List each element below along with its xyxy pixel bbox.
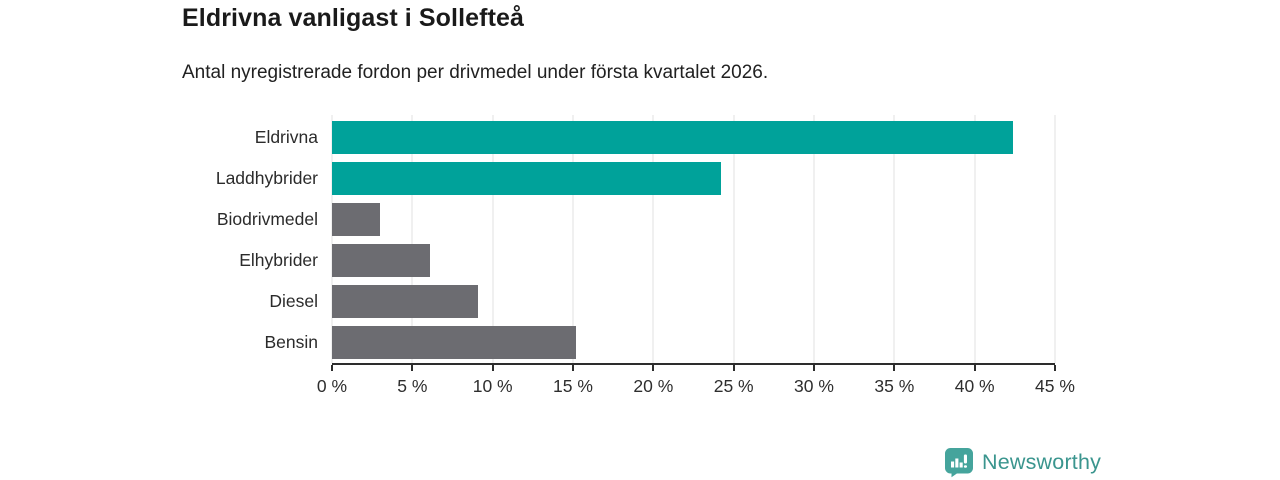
x-tick-label-40: 40 % xyxy=(954,376,995,396)
bar-elhybrider xyxy=(332,244,430,277)
newsworthy-brand-name: Newsworthy xyxy=(982,450,1102,474)
plot-area xyxy=(331,115,1056,363)
x-tick-40 xyxy=(973,365,976,371)
y-label-bensin: Bensin xyxy=(264,332,318,352)
x-tick-5 xyxy=(411,365,414,371)
chart-subtitle: Antal nyregistrerade fordon per drivmede… xyxy=(182,62,769,83)
y-label-laddhybrider: Laddhybrider xyxy=(215,168,318,188)
gridline-30 xyxy=(813,115,815,363)
bar-diesel xyxy=(332,285,479,318)
newsworthy-brand-link[interactable]: Newsworthy xyxy=(944,447,1101,478)
x-tick-35 xyxy=(893,365,896,371)
x-tick-30 xyxy=(813,365,815,371)
x-tick-label-25: 25 % xyxy=(713,376,754,396)
x-tick-label-15: 15 % xyxy=(553,376,593,396)
y-label-biodrivmedel: Biodrivmedel xyxy=(216,209,318,229)
gridline-45 xyxy=(1054,115,1056,363)
gridline-0 xyxy=(331,115,333,363)
x-tick-label-10: 10 % xyxy=(472,376,513,396)
gridline-40 xyxy=(974,115,976,363)
gridline-35 xyxy=(893,115,895,363)
x-tick-20 xyxy=(652,365,655,371)
x-tick-label-0: 0 % xyxy=(316,376,348,396)
x-tick-label-30: 30 % xyxy=(794,376,834,396)
bar-laddhybrider xyxy=(332,162,721,195)
x-tick-15 xyxy=(572,365,574,371)
chart-title: Eldrivna vanligast i Sollefteå xyxy=(182,4,525,32)
x-tick-10 xyxy=(491,365,494,371)
y-label-diesel: Diesel xyxy=(269,291,318,311)
x-tick-25 xyxy=(732,365,735,371)
gridline-25 xyxy=(733,115,735,363)
x-tick-0 xyxy=(331,365,333,371)
y-label-eldrivna: Eldrivna xyxy=(254,127,318,147)
bar-bensin xyxy=(332,326,577,359)
x-tick-label-45: 45 % xyxy=(1035,376,1075,396)
x-axis: 0 % 5 % 10 % 15 % 20 % 25 % 30 % 35 % 40 % 45 % xyxy=(317,363,1075,405)
x-tick-label-35: 35 % xyxy=(874,376,915,396)
x-tick-45 xyxy=(1054,365,1056,371)
gridline-10 xyxy=(492,115,494,363)
x-tick-label-5: 5 % xyxy=(397,376,428,396)
newsworthy-logo-icon xyxy=(944,447,974,478)
x-tick-label-20: 20 % xyxy=(633,376,674,396)
gridline-5 xyxy=(411,115,413,363)
logo-bubble-tail xyxy=(951,472,959,478)
y-label-elhybrider: Elhybrider xyxy=(239,250,318,270)
gridline-15 xyxy=(572,115,574,363)
bar-biodrivmedel xyxy=(332,203,381,236)
y-axis-labels: Eldrivna Laddhybrider Biodrivmedel Elhybrid… xyxy=(0,115,318,363)
logo-bubble xyxy=(945,448,973,474)
gridline-20 xyxy=(652,115,654,363)
bar-eldrivna xyxy=(332,121,1014,154)
